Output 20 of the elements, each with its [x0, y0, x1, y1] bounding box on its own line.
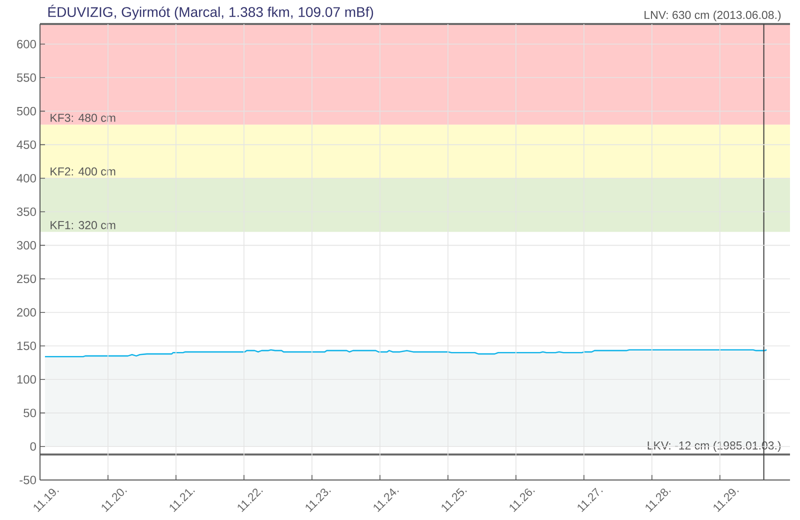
y-tick-label: 350 — [16, 208, 36, 216]
y-tick-label: 600 — [17, 40, 36, 48]
y-tick-label: 550 — [16, 73, 36, 82]
y-tick-label: 50 — [24, 408, 36, 418]
band-label: KF2: 400 cm — [50, 167, 116, 176]
band-label: KF1: 320 cm — [50, 221, 116, 230]
y-tick-label: 300 — [16, 241, 36, 250]
ref-line-label: LKV: -12 cm (1985.01.03.) — [648, 441, 781, 452]
y-tick-label: 250 — [17, 274, 36, 284]
y-tick-label: -50 — [20, 476, 36, 484]
y-tick-label: 200 — [17, 308, 36, 317]
chart-title: ÉDUVIZIG, Gyirmót (Marcal, 1.383 fkm, 109.07 mBf) — [48, 4, 374, 20]
y-tick-label: 400 — [16, 174, 36, 182]
ref-line-label: LNV: 630 cm (2013.06.08.) — [644, 10, 781, 22]
band-label: KF3: 480 cm — [50, 114, 116, 122]
y-tick-label: 450 — [16, 140, 36, 149]
y-tick-label: 0 — [30, 442, 36, 451]
y-tick-label: 100 — [17, 375, 36, 384]
y-tick-label: 150 — [17, 342, 36, 350]
y-tick-label: 500 — [16, 106, 36, 116]
